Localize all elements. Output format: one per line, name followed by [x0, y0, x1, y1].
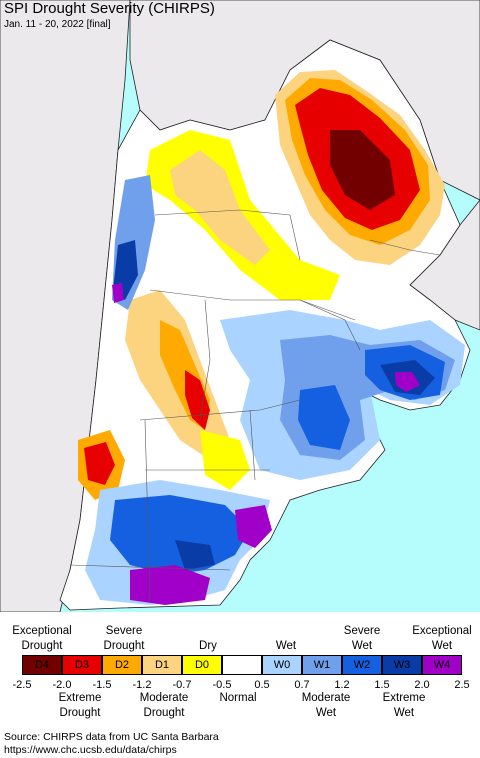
- province-boundaries: [69, 209, 441, 601]
- legend-swatch-d3: D3: [62, 655, 102, 675]
- legend-swatch-d0: D0: [182, 655, 222, 675]
- wet-zone-south-w3: [175, 540, 215, 570]
- wet-zone-patagonia-w2: [110, 495, 250, 575]
- legend-tick: 2.0: [414, 679, 430, 691]
- wet-zone-uruguay-w4: [395, 372, 420, 392]
- legend-swatch-w2: W2: [342, 655, 382, 675]
- wet-zone-buenos-aires-w2: [298, 385, 350, 450]
- source-line: Source: CHIRPS data from UC Santa Barbar…: [4, 731, 219, 743]
- wet-zone-andes-w4: [112, 283, 124, 303]
- legend-swatch-d2: D2: [102, 655, 142, 675]
- legend-tick: 1.2: [334, 679, 350, 691]
- dry-zone-north-d1: [170, 150, 270, 265]
- legend-tick: -0.7: [172, 679, 192, 691]
- drought-zone-paraguay-d4: [330, 130, 395, 210]
- map-subtitle: Jan. 11 - 20, 2022 [final]: [4, 19, 111, 30]
- legend-swatch-d1: D1: [142, 655, 182, 675]
- legend-swatch-normal: [222, 655, 262, 675]
- legend-label-moderate-drought: Moderate Drought: [139, 692, 189, 719]
- legend-tick: -1.2: [132, 679, 152, 691]
- drought-zone-west-d3: [185, 370, 210, 430]
- legend-swatch-w3: W3: [382, 655, 422, 675]
- legend-label-moderate-wet: Moderate Wet: [301, 692, 351, 719]
- legend-tick: -2.0: [52, 679, 72, 691]
- legend-tick: -2.5: [12, 679, 32, 691]
- legend-swatch-w4: W4: [422, 655, 462, 675]
- legend-label-dry: Dry: [199, 640, 217, 652]
- legend-swatch-d4: D4: [22, 655, 62, 675]
- legend-label-extreme-drought: Extreme Drought: [58, 692, 102, 719]
- legend-tick: 1.5: [374, 679, 390, 691]
- legend-label-extreme-wet: Extreme Wet: [382, 692, 426, 719]
- map-title: SPI Drought Severity (CHIRPS): [4, 0, 215, 17]
- drought-map: [0, 0, 480, 612]
- drought-zone-southwest-d3: [84, 442, 115, 485]
- legend-label-exceptional-wet: Exceptional Wet: [412, 625, 472, 652]
- legend-tick: 0.7: [294, 679, 310, 691]
- legend-swatch-w0: W0: [262, 655, 302, 675]
- dry-zone-central: [200, 430, 250, 490]
- legend-tick: -1.5: [92, 679, 112, 691]
- legend-label-severe-wet: Severe Wet: [343, 625, 381, 652]
- legend-tick: -0.5: [212, 679, 232, 691]
- wet-zone-patagonia-w4: [235, 505, 272, 548]
- legend-tick: 0.5: [254, 679, 270, 691]
- source-url: https://www.chc.ucsb.edu/data/chirps: [4, 744, 177, 756]
- legend-swatch-w1: W1: [302, 655, 342, 675]
- legend-label-exceptional-drought: Exceptional Drought: [12, 625, 72, 652]
- legend-label-normal: Normal: [219, 692, 257, 704]
- legend-label-severe-drought: Severe Drought: [103, 625, 145, 652]
- legend-label-wet: Wet: [275, 640, 297, 652]
- legend-tick: 2.5: [454, 679, 470, 691]
